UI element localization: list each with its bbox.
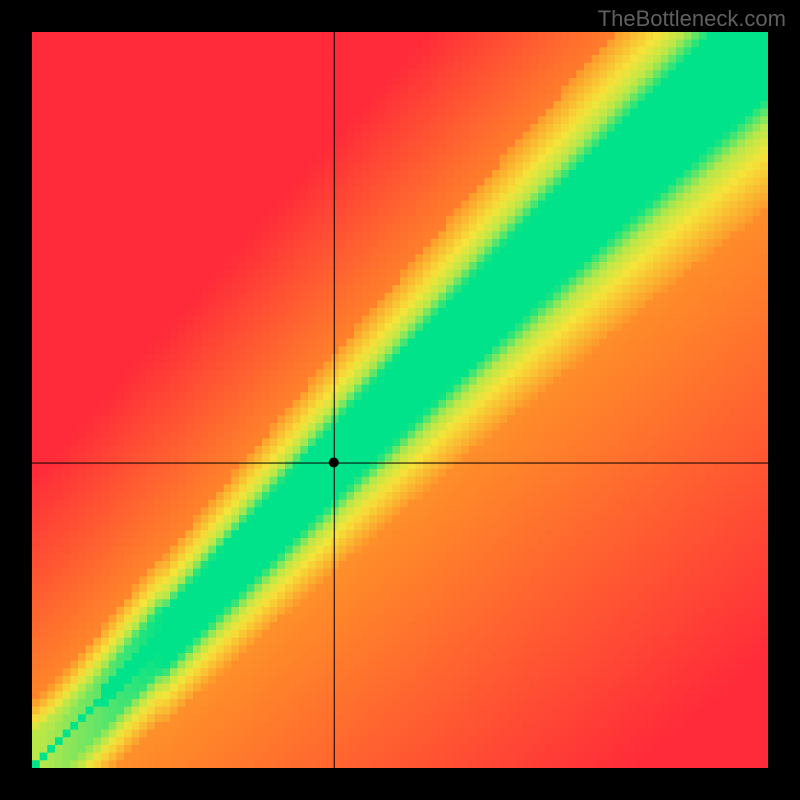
heatmap-plot [32,32,768,768]
watermark-text: TheBottleneck.com [598,6,786,32]
heatmap-canvas [32,32,768,768]
chart-container: TheBottleneck.com [0,0,800,800]
